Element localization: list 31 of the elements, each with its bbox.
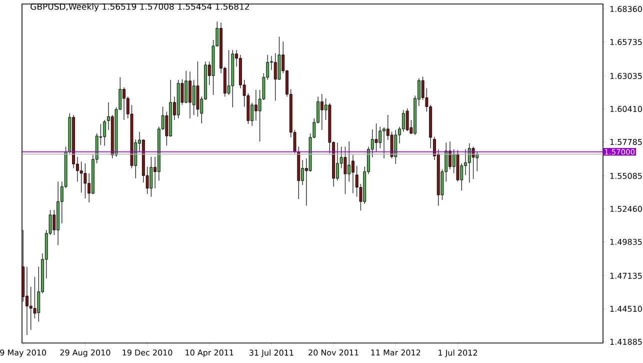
candlestick (122, 86, 126, 120)
candlestick (336, 142, 339, 181)
candlestick (406, 108, 409, 132)
candlestick (150, 156, 153, 197)
chart-title: GBPUSD,Weekly 1.56519 1.57008 1.55454 1.56812 (30, 3, 249, 12)
candlestick (33, 276, 36, 319)
candlestick (192, 80, 196, 116)
candlestick (348, 141, 351, 182)
candlestick (227, 50, 230, 96)
candlestick (80, 161, 83, 193)
candlestick (472, 146, 475, 180)
candlestick (84, 163, 87, 199)
candlestick (352, 154, 354, 194)
candlestick (344, 146, 347, 194)
candlestick (374, 123, 378, 152)
candlestick (184, 70, 188, 104)
candlestick (254, 90, 258, 121)
candlestick (402, 110, 405, 132)
candlestick (26, 266, 28, 336)
candlestick (394, 130, 398, 164)
candlestick (390, 131, 394, 159)
candlestick (468, 143, 471, 183)
candlestick (103, 120, 106, 146)
candlestick (382, 127, 386, 159)
candlestick (320, 94, 324, 130)
candlestick (29, 286, 32, 330)
candlestick (378, 126, 382, 149)
candlestick (274, 52, 277, 101)
candlestick (448, 141, 452, 170)
candlestick (188, 71, 192, 119)
candlestick (196, 61, 200, 117)
